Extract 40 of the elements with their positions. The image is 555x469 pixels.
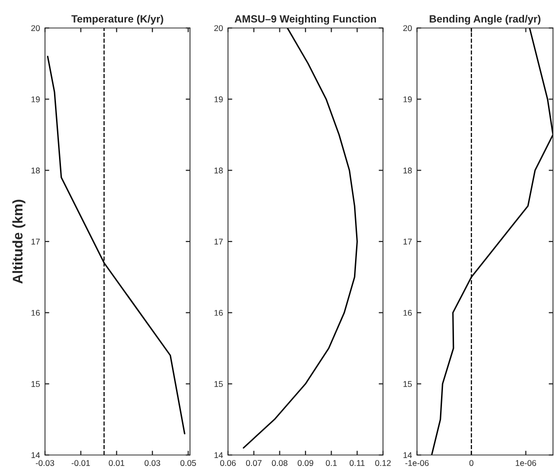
y-tick-label: 16 xyxy=(32,310,40,316)
chart-title: AMSU–9 Weighting Function xyxy=(234,14,376,25)
x-tick-label: 1e-06 xyxy=(516,460,536,466)
x-tick-label: 0.01 xyxy=(108,460,124,466)
chart-title: Bending Angle (rad/yr) xyxy=(430,14,540,25)
x-tick-label: 0.05 xyxy=(180,460,196,466)
y-axis-title: Altitude (km) xyxy=(12,200,26,284)
y-tick-label: 17 xyxy=(404,238,412,245)
x-tick-label: 0.08 xyxy=(272,460,288,466)
y-tick-label: 18 xyxy=(404,168,412,174)
y-tick-label: 19 xyxy=(214,96,223,102)
x-tick-label: 0.12 xyxy=(375,460,391,466)
y-tick-label: 14 xyxy=(214,452,223,458)
y-tick-label: 16 xyxy=(404,310,412,316)
x-tick-label: 0.09 xyxy=(298,460,314,466)
y-tick-label: 14 xyxy=(404,452,412,458)
y-tick-label: 19 xyxy=(32,96,40,102)
y-tick-label: 17 xyxy=(214,238,223,245)
y-tick-label: 20 xyxy=(31,25,40,32)
y-tick-label: 20 xyxy=(403,25,412,32)
x-tick-label: 0 xyxy=(469,460,474,466)
x-tick-label: 0.1 xyxy=(326,460,337,466)
y-tick-label: 15 xyxy=(404,381,412,387)
y-tick-label: 19 xyxy=(404,96,412,102)
y-tick-label: 15 xyxy=(32,381,40,387)
x-tick-label: -0.03 xyxy=(36,460,54,466)
y-tick-label: 16 xyxy=(214,310,223,316)
x-tick-label: -0.01 xyxy=(72,460,90,466)
x-tick-label: 0.11 xyxy=(350,460,365,466)
y-tick-label: 15 xyxy=(214,381,223,387)
y-tick-label: 14 xyxy=(32,452,40,458)
y-tick-label: 18 xyxy=(32,168,40,174)
chart-title: Temperature (K/yr) xyxy=(71,14,164,25)
y-tick-label: 18 xyxy=(214,168,223,174)
x-tick-label: 0.07 xyxy=(246,460,262,466)
x-tick-label: -1e-06 xyxy=(405,460,429,466)
y-tick-label: 20 xyxy=(214,25,223,32)
x-tick-label: 0.06 xyxy=(220,460,236,466)
x-tick-label: 0.03 xyxy=(144,460,160,466)
y-tick-label: 17 xyxy=(32,238,40,245)
